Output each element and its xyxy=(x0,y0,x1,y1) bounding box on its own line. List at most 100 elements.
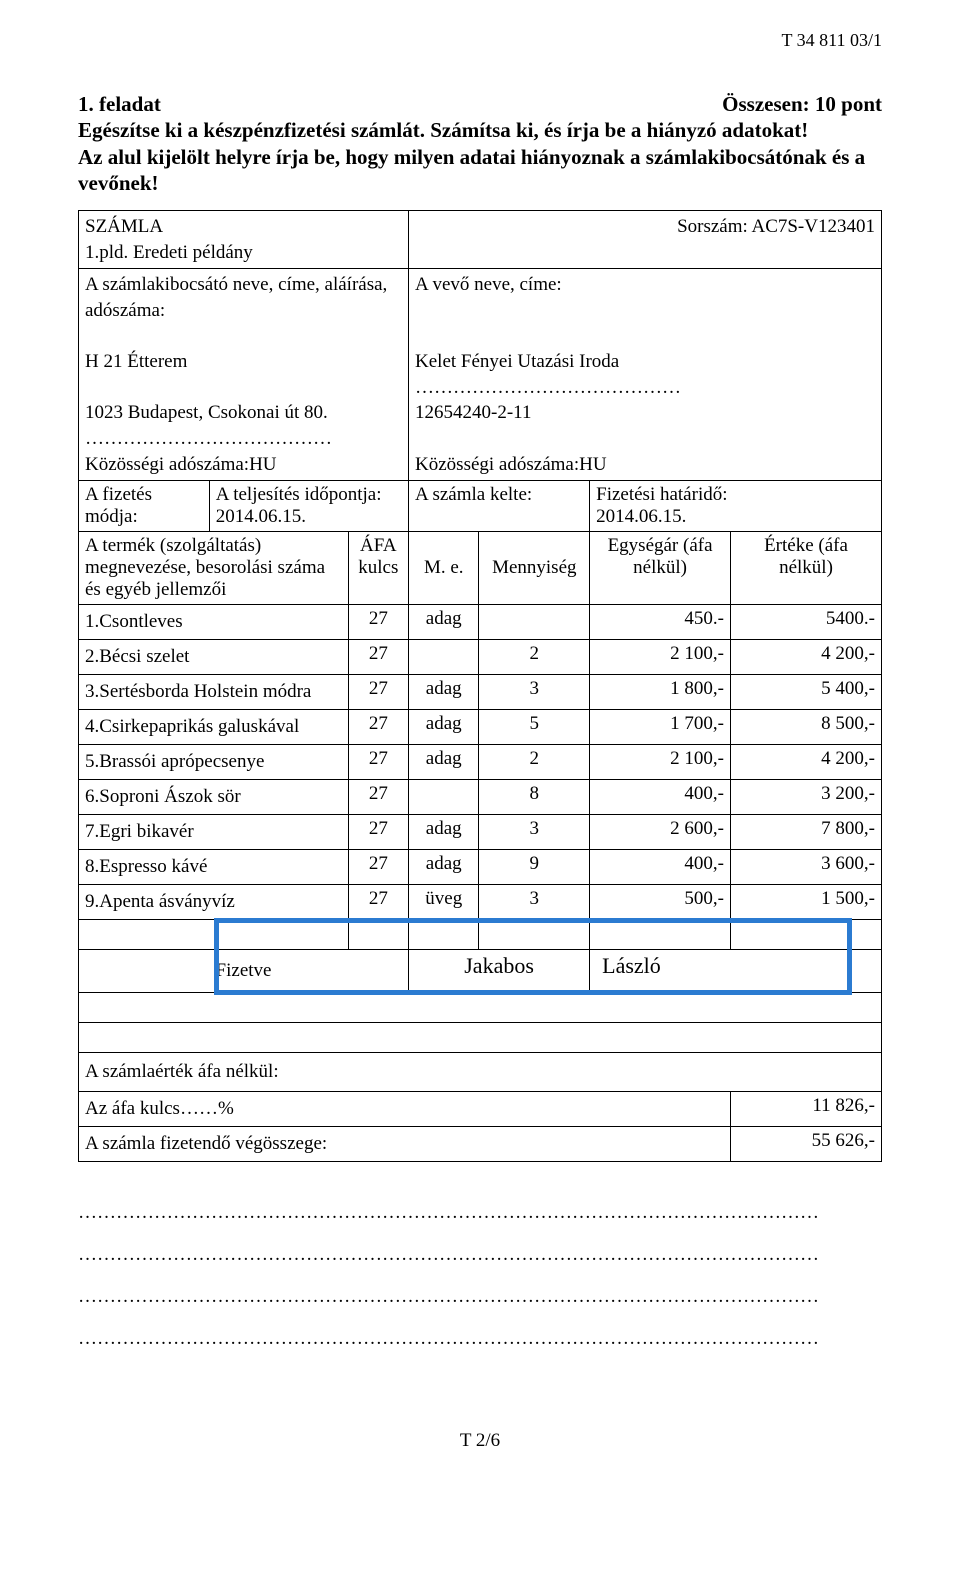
item-name: 2.Bécsi szelet xyxy=(79,640,349,675)
page-footer: T 2/6 xyxy=(78,1430,882,1452)
item-me: adag xyxy=(409,745,479,780)
item-me: adag xyxy=(409,850,479,885)
item-afa: 27 xyxy=(348,640,408,675)
table-row: 9.Apenta ásványvíz27üveg3500,-1 500,- xyxy=(79,885,882,920)
item-value: 8 500,- xyxy=(730,710,881,745)
summary-vat-value: 11 826,- xyxy=(730,1092,881,1127)
item-qty: 3 xyxy=(479,675,590,710)
item-unit: 400,- xyxy=(590,850,731,885)
item-name: 6.Soproni Ászok sör xyxy=(79,780,349,815)
item-value: 4 200,- xyxy=(730,745,881,780)
fulfil-label: A teljesítés időpontja: xyxy=(216,484,382,505)
instructions-line-2: Az alul kijelölt helyre írja be, hogy mi… xyxy=(78,144,882,197)
item-me: adag xyxy=(409,605,479,640)
item-unit: 2 100,- xyxy=(590,640,731,675)
item-afa: 27 xyxy=(348,780,408,815)
item-qty: 5 xyxy=(479,710,590,745)
table-row: 3.Sertésborda Holstein módra27adag31 800… xyxy=(79,675,882,710)
dotted-line: ……………………………………………………………………………………………………… xyxy=(78,1276,882,1318)
item-unit: 2 600,- xyxy=(590,815,731,850)
signature-last: László xyxy=(602,953,661,978)
invoice-title-cell: SZÁMLA 1.pld. Eredeti példány xyxy=(79,211,409,269)
payment-mode-cell: A fizetés módja: xyxy=(79,481,210,532)
fulfil-cell: A teljesítés időpontja: 2014.06.15. xyxy=(209,481,408,532)
col-unit: Egységár (áfa nélkül) xyxy=(590,532,731,605)
issuer-cell: A számlakibocsátó neve, címe, aláírása, … xyxy=(79,269,409,481)
table-row: 7.Egri bikavér27adag32 600,-7 800,- xyxy=(79,815,882,850)
item-me: adag xyxy=(409,815,479,850)
issuer-label: A számlakibocsátó neve, címe, aláírása, … xyxy=(85,274,387,321)
item-qty: 8 xyxy=(479,780,590,815)
dotted-line: ……………………………………………………………………………………………………… xyxy=(78,1192,882,1234)
item-name: 3.Sertésborda Holstein módra xyxy=(79,675,349,710)
doc-code: T 34 811 03/1 xyxy=(78,30,882,51)
item-value: 3 200,- xyxy=(730,780,881,815)
instructions-line-1: Egészítse ki a készpénzfizetési számlát.… xyxy=(78,117,882,143)
item-unit: 450.- xyxy=(590,605,731,640)
item-afa: 27 xyxy=(348,605,408,640)
invoice-copy: 1.pld. Eredeti példány xyxy=(85,242,253,263)
item-name: 1.Csontleves xyxy=(79,605,349,640)
item-unit: 1 800,- xyxy=(590,675,731,710)
summary-net: A számlaérték áfa nélkül: xyxy=(79,1053,882,1092)
item-me: üveg xyxy=(409,885,479,920)
serial-cell: Sorszám: AC7S-V123401 xyxy=(409,211,882,269)
item-qty: 3 xyxy=(479,815,590,850)
fulfil-date: 2014.06.15. xyxy=(216,506,306,527)
answer-lines: ……………………………………………………………………………………………………… … xyxy=(78,1192,882,1359)
issuer-name: H 21 Étterem xyxy=(85,351,187,372)
item-afa: 27 xyxy=(348,745,408,780)
item-afa: 27 xyxy=(348,850,408,885)
item-qty: 2 xyxy=(479,640,590,675)
issue-date-cell: A számla kelte: xyxy=(409,481,590,532)
points-label: Összesen: 10 pont xyxy=(722,91,882,117)
task-block: 1. feladat Összesen: 10 pont Egészítse k… xyxy=(78,91,882,196)
table-row: 4.Csirkepaprikás galuskával27adag51 700,… xyxy=(79,710,882,745)
issuer-dots: ………………………………… xyxy=(85,428,332,449)
buyer-tax: 12654240-2-11 xyxy=(415,402,531,423)
dotted-line: ……………………………………………………………………………………………………… xyxy=(78,1318,882,1360)
item-name: 5.Brassói aprópecsenye xyxy=(79,745,349,780)
item-me xyxy=(409,640,479,675)
dotted-line: ……………………………………………………………………………………………………… xyxy=(78,1234,882,1276)
item-name: 9.Apenta ásványvíz xyxy=(79,885,349,920)
table-row: 8.Espresso kávé27adag9400,-3 600,- xyxy=(79,850,882,885)
buyer-dots: …………………………………… xyxy=(415,377,681,398)
item-value: 5400.- xyxy=(730,605,881,640)
buyer-name: Kelet Fényei Utazási Iroda xyxy=(415,351,619,372)
item-name: 4.Csirkepaprikás galuskával xyxy=(79,710,349,745)
item-me: adag xyxy=(409,710,479,745)
item-unit: 500,- xyxy=(590,885,731,920)
paid-label-cell: Fizetve xyxy=(79,950,409,993)
item-unit: 2 100,- xyxy=(590,745,731,780)
item-afa: 27 xyxy=(348,815,408,850)
item-value: 3 600,- xyxy=(730,850,881,885)
item-qty: 3 xyxy=(479,885,590,920)
buyer-vat: Közösségi adószáma:HU xyxy=(415,454,607,475)
signature-first-cell: Jakabos xyxy=(409,950,590,993)
summary-total-value: 55 626,- xyxy=(730,1127,881,1162)
summary-vat-label: Az áfa kulcs……% xyxy=(79,1092,731,1127)
col-qty: Mennyiség xyxy=(479,532,590,605)
issue-label: A számla kelte: xyxy=(415,484,532,505)
due-date-cell: Fizetési határidő: 2014.06.15. xyxy=(590,481,882,532)
due-label: Fizetési határidő: xyxy=(596,484,727,505)
invoice-table: SZÁMLA 1.pld. Eredeti példány Sorszám: A… xyxy=(78,210,882,1162)
item-qty: 2 xyxy=(479,745,590,780)
table-row: 6.Soproni Ászok sör278400,-3 200,- xyxy=(79,780,882,815)
table-row: 2.Bécsi szelet2722 100,-4 200,- xyxy=(79,640,882,675)
item-name: 8.Espresso kávé xyxy=(79,850,349,885)
buyer-label: A vevő neve, címe: xyxy=(415,274,562,295)
item-qty xyxy=(479,605,590,640)
item-afa: 27 xyxy=(348,710,408,745)
serial-label: Sorszám: AC7S-V123401 xyxy=(677,216,875,237)
table-row: 1.Csontleves27adag 450.-5400.- xyxy=(79,605,882,640)
item-name: 7.Egri bikavér xyxy=(79,815,349,850)
item-qty: 9 xyxy=(479,850,590,885)
col-product: A termék (szolgáltatás) megnevezése, bes… xyxy=(79,532,349,605)
item-afa: 27 xyxy=(348,885,408,920)
task-number: 1. feladat xyxy=(78,91,161,117)
item-me: adag xyxy=(409,675,479,710)
buyer-cell: A vevő neve, címe: Kelet Fényei Utazási … xyxy=(409,269,882,481)
col-value: Értéke (áfa nélkül) xyxy=(730,532,881,605)
